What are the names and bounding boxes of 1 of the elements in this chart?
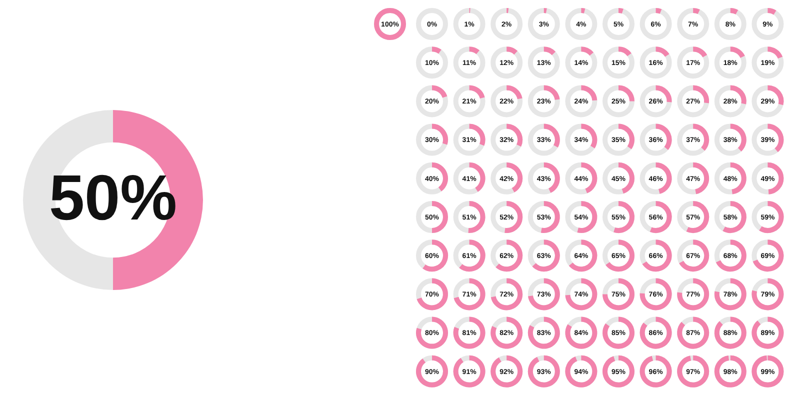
text: 50%	[48, 162, 178, 234]
